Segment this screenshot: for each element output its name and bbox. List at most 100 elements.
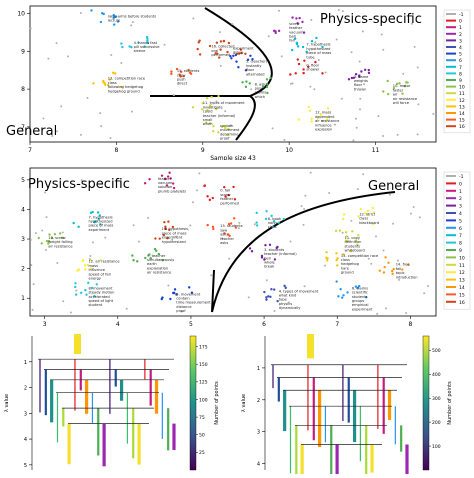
y-tick-label: 3 — [24, 411, 27, 417]
data-point — [114, 15, 118, 18]
noise-point — [131, 21, 134, 24]
data-point — [354, 72, 358, 76]
data-point — [347, 78, 351, 81]
scatter-panel-top: 7 8 9 10 11 7 8 9 10 Sample size 43 raise arms bef… — [0, 0, 474, 162]
noise-point — [382, 134, 385, 137]
noise-point — [427, 284, 430, 287]
data-point — [401, 92, 404, 95]
data-point — [241, 81, 244, 84]
noise-point — [120, 61, 123, 64]
legend-entry: 8 — [459, 71, 462, 77]
data-point — [264, 217, 268, 221]
dendrogram-right: 1 2 3 4 λ value 100 200 300 400 500 Number of poin… — [241, 334, 453, 478]
data-point — [319, 113, 323, 116]
data-point — [335, 280, 338, 283]
noise-point — [45, 216, 48, 219]
data-point — [48, 233, 51, 236]
data-point — [81, 259, 85, 262]
noise-point — [380, 33, 383, 36]
data-point — [223, 232, 226, 235]
data-point — [206, 195, 209, 198]
noise-point — [69, 311, 72, 314]
data-point — [145, 35, 149, 39]
x-axis-label: Sample size 43 — [210, 155, 256, 160]
noise-point — [175, 235, 178, 238]
data-point — [291, 16, 294, 19]
data-point — [283, 284, 286, 288]
noise-point — [180, 310, 183, 313]
legend-entry: 5 — [459, 218, 462, 224]
data-point — [237, 52, 241, 55]
data-point — [99, 223, 102, 226]
noise-point — [60, 105, 63, 108]
data-point — [290, 48, 294, 52]
data-point — [297, 62, 301, 66]
data-point — [272, 220, 276, 223]
data-point — [53, 233, 57, 236]
data-point — [175, 67, 179, 71]
noise-point — [416, 133, 419, 136]
data-point — [149, 256, 152, 260]
noise-point — [416, 66, 419, 69]
region-boundary-curve — [211, 191, 396, 313]
noise-point — [280, 55, 283, 58]
noise-point — [137, 240, 140, 243]
data-point — [367, 68, 370, 72]
data-point — [198, 39, 201, 42]
data-point — [316, 116, 320, 120]
data-point — [334, 229, 338, 233]
legend-entry: 13 — [459, 104, 465, 110]
noise-point — [42, 117, 45, 120]
data-point — [351, 230, 354, 233]
data-point — [92, 82, 95, 85]
legend-entry: 4 — [459, 45, 462, 51]
data-point — [148, 253, 151, 256]
data-point — [154, 237, 157, 240]
noise-point — [287, 301, 290, 304]
data-point — [211, 225, 215, 228]
y-tick-label: 3 — [257, 430, 260, 436]
data-point — [132, 259, 135, 262]
data-point — [265, 298, 268, 301]
noise-point — [163, 43, 166, 46]
noise-point — [352, 139, 355, 142]
data-point — [395, 82, 399, 85]
data-point — [367, 71, 371, 75]
data-point — [227, 193, 230, 197]
noise-point — [410, 22, 413, 25]
legend-entry: 10 — [459, 255, 465, 261]
data-point — [77, 268, 81, 271]
noise-point — [291, 82, 294, 85]
data-point — [314, 60, 317, 64]
data-point — [205, 96, 209, 100]
data-point — [232, 217, 236, 220]
legend-entry: 10 — [459, 85, 465, 91]
data-point — [79, 291, 83, 295]
cluster-annotation: 15. students saw asks teacher asks — [220, 224, 243, 245]
colorbar-tick-label: 400 — [432, 372, 441, 378]
cluster-annotation: 8. book noisy class — [268, 217, 282, 229]
data-point — [229, 222, 233, 225]
cluster-annotation: 16. collected oral performed — [211, 45, 234, 57]
noise-point — [44, 191, 47, 194]
noise-point — [384, 307, 387, 310]
data-point — [120, 42, 123, 45]
data-point — [302, 71, 305, 75]
data-point — [173, 288, 177, 291]
data-point — [187, 68, 190, 72]
data-point — [99, 20, 103, 24]
noise-point — [195, 189, 198, 192]
cluster-annotation: 4. hands fast pill successive sleeve — [134, 41, 161, 53]
legend-entry: 13 — [459, 278, 465, 284]
data-point — [366, 209, 370, 213]
data-point — [175, 293, 178, 296]
noise-point — [32, 283, 35, 286]
x-tick-label: 5 — [189, 321, 193, 328]
data-point — [103, 81, 106, 85]
noise-point — [370, 262, 373, 265]
data-point — [169, 297, 172, 301]
legend-entry: 12 — [459, 98, 465, 104]
data-point — [84, 288, 87, 292]
data-point — [398, 82, 401, 85]
data-point — [345, 235, 348, 238]
